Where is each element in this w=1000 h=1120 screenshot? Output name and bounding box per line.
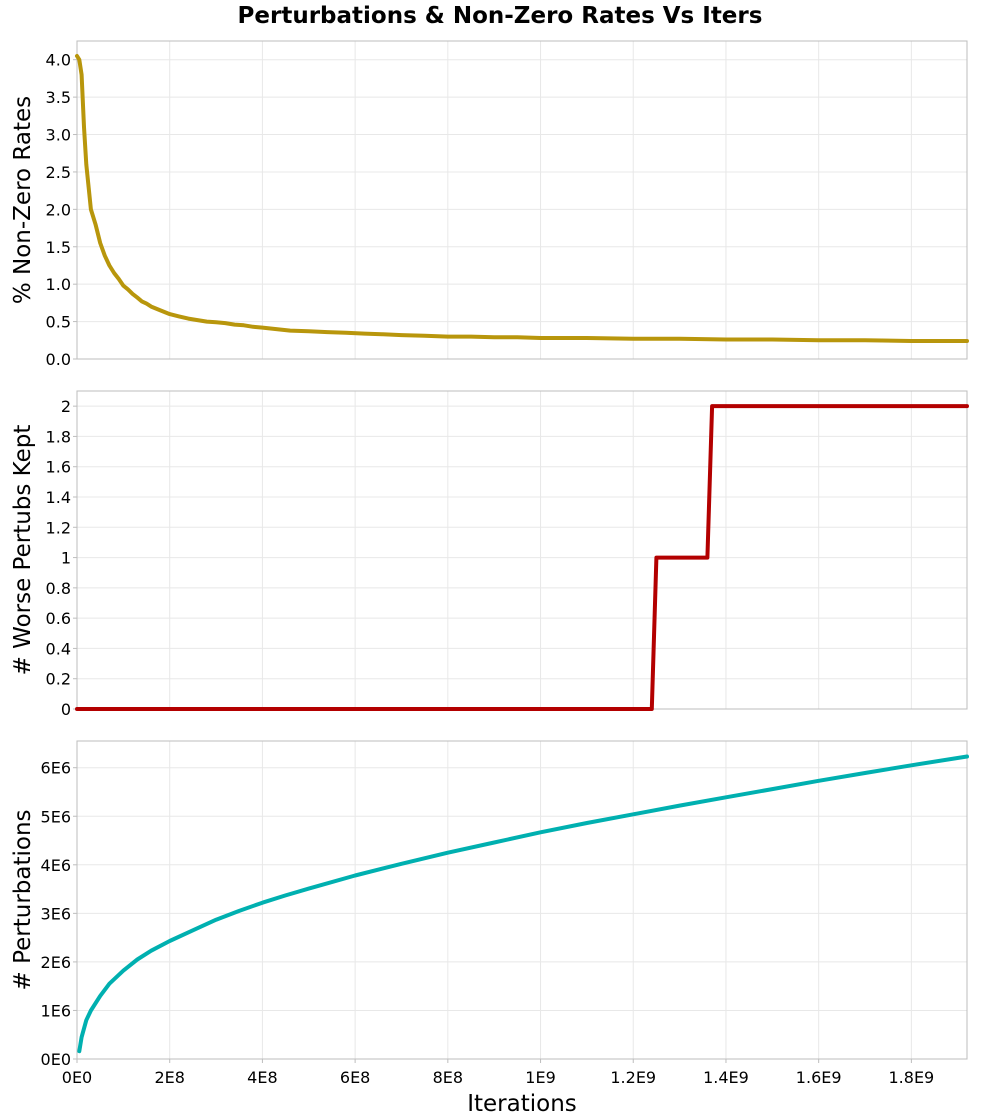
- x-axis-label: Iterations: [467, 1091, 577, 1117]
- y-tick-label: 2E6: [41, 953, 71, 972]
- y-tick-label: 0.8: [46, 579, 71, 598]
- y-tick-label: 1.5: [46, 238, 71, 257]
- series-line-1: [75, 54, 969, 343]
- y-tick-label: 3.0: [46, 126, 71, 145]
- y-tick-label: 0: [61, 700, 71, 719]
- y-tick-label: 1.8: [46, 427, 71, 446]
- y-tick-label: 0.6: [46, 609, 71, 628]
- plot-frame: [76, 740, 968, 1060]
- x-tick-label: 0E0: [62, 1068, 92, 1087]
- y-tick-label: 3E6: [41, 904, 71, 923]
- y-tick-label: 1.2: [46, 518, 71, 537]
- y-tick-label: 2.5: [46, 163, 71, 182]
- y-tick-label: 1.6: [46, 458, 71, 477]
- series-line-1: [75, 404, 969, 711]
- y-tick-label: 1E6: [41, 1001, 71, 1020]
- panel-3: 0E0 1E6 2E6 3E6 4E6 5E6 6E6 0E0 2E8 4E8 6E8 8E8 1E9 1…: [10, 740, 969, 1117]
- y-tick-label: 1: [61, 549, 71, 568]
- y-tick-label: 0.5: [46, 313, 71, 332]
- x-tick-label: 8E8: [433, 1068, 463, 1087]
- y-axis-label: # Perturbations: [10, 809, 36, 990]
- chart-title: Perturbations & Non-Zero Rates Vs Iters: [237, 3, 763, 29]
- y-tick-label: 2: [61, 397, 71, 416]
- y-tick-label: 4.0: [46, 51, 71, 70]
- y-tick-label: 1.4: [46, 488, 71, 507]
- panel-1: 0.0 0.5 1.0 1.5 2.0 2.5 3.0 3.5 4.0 % Non-Zero Ra…: [10, 40, 969, 369]
- y-tick-label: 0.4: [46, 639, 71, 658]
- x-tick-label: 4E8: [247, 1068, 277, 1087]
- y-tick-label: 0.2: [46, 670, 71, 689]
- y-tick-label: 3.5: [46, 88, 71, 107]
- series-line-1: [77, 754, 969, 1054]
- y-tick-label: 6E6: [41, 759, 71, 778]
- y-axis-label: % Non-Zero Rates: [10, 96, 36, 304]
- x-tick-label: 1.4E9: [703, 1068, 749, 1087]
- y-tick-label: 2.0: [46, 200, 71, 219]
- x-tick-label: 6E8: [340, 1068, 370, 1087]
- y-tick-label: 0E0: [41, 1050, 71, 1069]
- plot-frame: [76, 40, 968, 360]
- x-tick-label: 2E8: [154, 1068, 184, 1087]
- panel-2: 0 0.2 0.4 0.6 0.8 1 1.2 1.4 1.6 1.8 2 # Worse Pertu…: [10, 390, 969, 719]
- y-tick-label: 0.0: [46, 350, 71, 369]
- x-tick-label: 1.6E9: [796, 1068, 842, 1087]
- x-tick-label: 1E9: [525, 1068, 555, 1087]
- y-axis-label: # Worse Pertubs Kept: [10, 425, 36, 676]
- y-tick-label: 1.0: [46, 275, 71, 294]
- y-tick-label: 4E6: [41, 856, 71, 875]
- x-tick-label: 1.8E9: [889, 1068, 935, 1087]
- plot-frame: [76, 390, 968, 710]
- y-tick-label: 5E6: [41, 807, 71, 826]
- x-tick-label: 1.2E9: [610, 1068, 656, 1087]
